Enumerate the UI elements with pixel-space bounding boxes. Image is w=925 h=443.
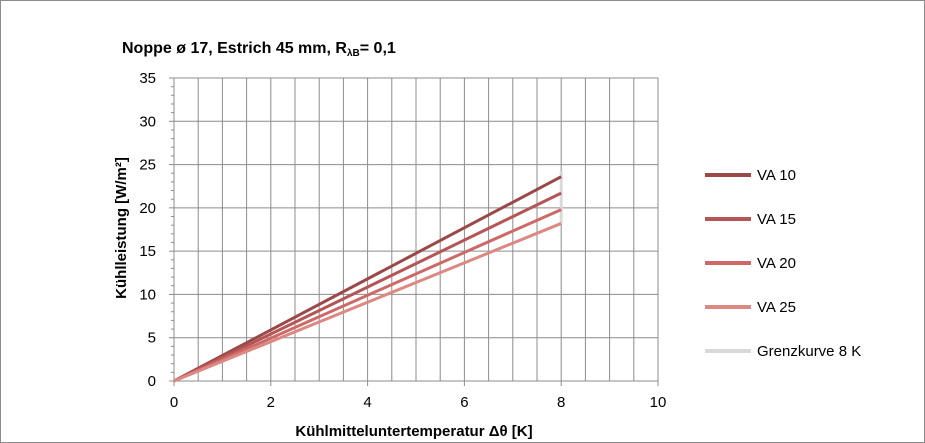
x-tick-label: 10 xyxy=(650,394,667,411)
y-tick-label: 15 xyxy=(139,243,156,260)
series-line-va-20 xyxy=(173,208,562,383)
legend-swatch xyxy=(705,173,751,177)
y-axis-label: Kühlleistung [W/m²] xyxy=(113,157,130,299)
legend-swatch xyxy=(705,217,751,221)
y-tick-label: 25 xyxy=(139,157,156,174)
legend-swatch xyxy=(705,349,751,353)
legend-item-va-25: VA 25 xyxy=(705,297,796,317)
legend-label: VA 10 xyxy=(757,166,796,184)
chart-title: Noppe ø 17, Estrich 45 mm, RλB= 0,1 xyxy=(122,40,396,59)
series-line-va-25 xyxy=(173,222,562,383)
legend-swatch xyxy=(705,305,751,309)
legend-label: VA 25 xyxy=(757,298,796,316)
legend-item-grenzkurve-8-k: Grenzkurve 8 K xyxy=(705,341,861,361)
y-tick-label: 0 xyxy=(148,373,156,390)
legend-label: VA 20 xyxy=(757,254,796,272)
legend-item-va-20: VA 20 xyxy=(705,253,796,273)
y-tick-label: 35 xyxy=(139,70,156,87)
legend-item-va-15: VA 15 xyxy=(705,209,796,229)
legend-label: Grenzkurve 8 K xyxy=(757,342,862,360)
y-tick-label: 5 xyxy=(148,330,156,347)
legend-label: VA 15 xyxy=(757,210,796,228)
x-tick-label: 0 xyxy=(170,394,178,411)
x-tick-label: 4 xyxy=(363,394,371,411)
y-tick-label: 30 xyxy=(139,113,156,130)
y-tick-label: 20 xyxy=(139,200,156,217)
series-line-va-10 xyxy=(173,175,562,383)
series-line-va-15 xyxy=(173,191,562,383)
x-axis-label: Kühlmitteluntertemperatur Δθ [K] xyxy=(295,423,532,440)
x-tick-label: 8 xyxy=(557,394,565,411)
x-tick-label: 2 xyxy=(267,394,275,411)
x-tick-label: 6 xyxy=(460,394,468,411)
y-tick-label: 10 xyxy=(139,286,156,303)
legend-item-va-10: VA 10 xyxy=(705,165,796,185)
legend-swatch xyxy=(705,261,751,265)
